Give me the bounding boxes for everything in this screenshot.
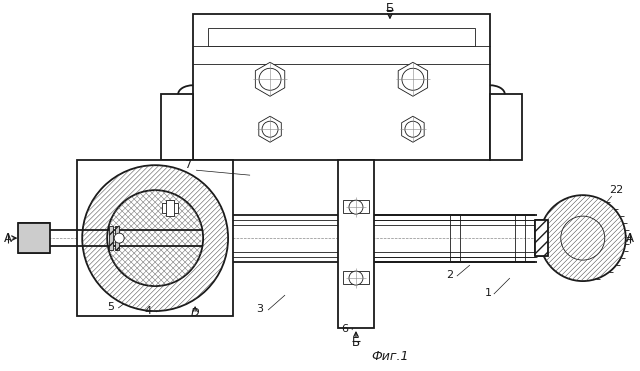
Text: D: D bbox=[191, 308, 200, 318]
Circle shape bbox=[349, 200, 363, 214]
Polygon shape bbox=[402, 116, 424, 142]
Text: 7: 7 bbox=[184, 160, 192, 170]
Bar bbox=[115, 226, 119, 250]
Text: Фиг.1: Фиг.1 bbox=[371, 349, 409, 362]
Bar bbox=[162, 203, 178, 213]
Polygon shape bbox=[161, 94, 193, 160]
Text: Б: Б bbox=[352, 335, 360, 348]
Circle shape bbox=[107, 190, 203, 286]
Text: 4: 4 bbox=[145, 306, 152, 316]
Text: 1: 1 bbox=[484, 288, 492, 298]
Bar bbox=[193, 14, 490, 160]
Bar bbox=[19, 223, 51, 253]
Circle shape bbox=[402, 68, 424, 90]
Circle shape bbox=[561, 216, 605, 260]
Text: 2: 2 bbox=[446, 270, 454, 280]
Circle shape bbox=[405, 121, 421, 137]
Polygon shape bbox=[259, 116, 282, 142]
Circle shape bbox=[262, 121, 278, 137]
Circle shape bbox=[540, 195, 626, 281]
Bar bbox=[343, 200, 369, 213]
Circle shape bbox=[259, 68, 281, 90]
Circle shape bbox=[82, 165, 228, 311]
Polygon shape bbox=[255, 62, 285, 96]
Text: 5: 5 bbox=[107, 302, 114, 312]
Text: 6: 6 bbox=[342, 324, 348, 334]
Text: Б: Б bbox=[386, 2, 394, 15]
Text: 3: 3 bbox=[257, 304, 264, 314]
Text: 22: 22 bbox=[610, 185, 624, 195]
Bar bbox=[535, 220, 548, 256]
Text: А: А bbox=[626, 232, 634, 244]
Bar bbox=[77, 160, 233, 316]
Text: А: А bbox=[4, 232, 12, 244]
Bar bbox=[109, 226, 113, 250]
Circle shape bbox=[114, 233, 124, 243]
Bar bbox=[208, 28, 475, 46]
Circle shape bbox=[349, 271, 363, 285]
Polygon shape bbox=[398, 62, 428, 96]
Bar bbox=[338, 160, 374, 328]
Bar bbox=[343, 271, 369, 284]
Bar bbox=[166, 200, 174, 216]
Polygon shape bbox=[490, 94, 522, 160]
